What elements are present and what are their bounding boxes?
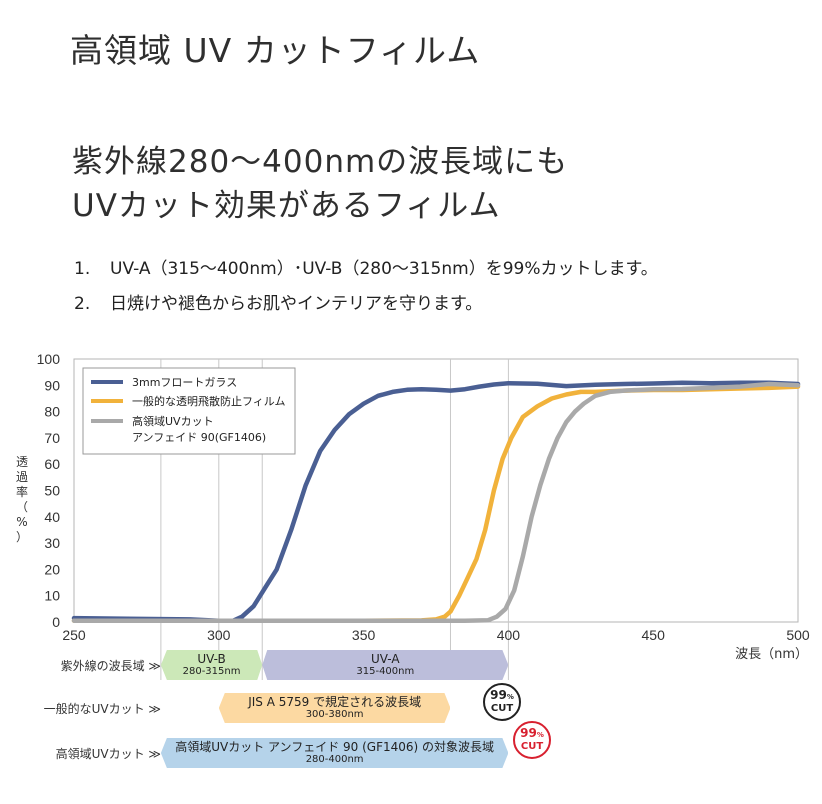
y-tick-label: 20 [44, 561, 60, 577]
page-title: 高領域 UV カットフィルム [70, 31, 481, 70]
y-tick-label: 70 [44, 430, 60, 446]
uvb-band: UV-B 280-315nm [161, 650, 262, 680]
x-tick-label: 350 [352, 627, 376, 643]
subtitle-line-2: UVカット効果があるフィルム [72, 188, 501, 224]
band-row-label-uv-range: 紫外線の波長域 ≫ [60, 659, 161, 673]
high-uv-cut-band: 高領域UVカット アンフェイド 90 (GF1406) の対象波長域 280-4… [161, 738, 509, 768]
y-tick-label: 60 [44, 456, 60, 472]
feature-number: 2. [74, 294, 91, 314]
y-axis-label-char: ） [16, 530, 28, 544]
y-tick-label: 50 [44, 483, 60, 499]
y-axis-label-char: （ [16, 500, 28, 514]
feature-item: 1. UV-A（315〜400nm）･UV-B（280〜315nm）を99%カット… [74, 254, 658, 289]
feature-item: 2. 日焼けや褪色からお肌やインテリアを守ります。 [74, 289, 658, 324]
high-band-range: 280-400nm [305, 753, 364, 765]
feature-list: 1. UV-A（315〜400nm）･UV-B（280〜315nm）を99%カット… [74, 254, 658, 324]
legend-box [82, 367, 296, 455]
uva-band: UV-A 315-400nm [262, 650, 508, 680]
series-line-3 [71, 381, 801, 623]
feature-text: UV-A（315〜400nm）･UV-B（280〜315nm）を99%カットしま… [110, 259, 658, 279]
general-uv-cut-band: JIS A 5759 で規定される波長域 300-380nm [219, 693, 451, 723]
general-band-range: 300-380nm [305, 708, 364, 720]
badge-cut-label: CUT [520, 741, 544, 752]
series-line-1 [71, 380, 801, 623]
y-axis-label-char: 透 [16, 455, 28, 469]
subtitle-line-1: 紫外線280〜400nmの波長域にも [72, 144, 569, 180]
y-axis-label-char: 過 [16, 470, 28, 484]
general-band-title: JIS A 5759 で規定される波長域 [248, 694, 422, 709]
legend-label: アンフェイド 90(GF1406) [132, 431, 266, 444]
cut-99-badge-general: 99% CUT [483, 683, 521, 721]
x-axis-label: 波長（nm） [735, 647, 808, 662]
y-tick-label: 40 [44, 509, 60, 525]
legend-label: 一般的な透明飛散防止フィルム [132, 394, 286, 408]
y-tick-label: 90 [44, 377, 60, 393]
badge-percent: 99% [490, 688, 514, 702]
y-tick-label: 30 [44, 535, 60, 551]
band-row-label-general-uv-cut: 一般的なUVカット ≫ [43, 702, 161, 716]
x-tick-label: 400 [497, 627, 521, 643]
feature-text: 日焼けや褪色からお肌やインテリアを守ります。 [110, 294, 483, 314]
uvb-band-range: 280-315nm [182, 665, 241, 677]
transmittance-chart: 0 10 20 30 40 50 60 70 80 90 100 250 300 350 400 450 500… [16, 351, 810, 680]
y-tick-label: 80 [44, 404, 60, 420]
x-tick-label: 450 [642, 627, 666, 643]
x-tick-label: 300 [207, 627, 231, 643]
x-tick-label: 250 [62, 627, 86, 643]
page-subtitle: 紫外線280〜400nmの波長域にも UVカット効果があるフィルム [72, 140, 568, 228]
uva-band-range: 315-400nm [356, 665, 415, 677]
y-tick-label: 10 [44, 588, 60, 604]
legend-label: 3mmフロートガラス [132, 376, 237, 389]
badge-cut-label: CUT [490, 703, 514, 714]
uva-band-title: UV-A [371, 651, 400, 666]
high-band-title: 高領域UVカット アンフェイド 90 (GF1406) の対象波長域 [175, 739, 495, 754]
y-axis-label-char: % [16, 515, 27, 529]
y-axis-label-char: 率 [16, 484, 28, 499]
uvb-band-title: UV-B [197, 651, 226, 666]
feature-number: 1. [74, 259, 91, 279]
cut-99-badge-high: 99% CUT [513, 721, 551, 759]
band-row-label-high-uv-cut: 高領域UVカット ≫ [55, 747, 161, 761]
badge-percent: 99% [520, 726, 544, 740]
x-tick-label: 500 [786, 627, 810, 643]
legend-label: 高領域UVカット [132, 414, 214, 428]
y-tick-label: 0 [52, 614, 60, 630]
y-tick-label: 100 [37, 351, 61, 367]
